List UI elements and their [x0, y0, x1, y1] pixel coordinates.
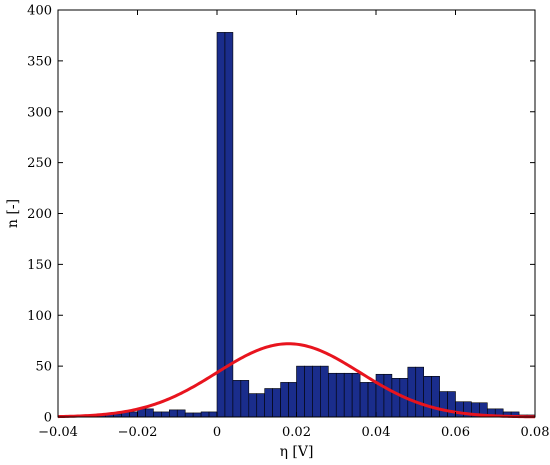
histogram-bar: [200, 411, 210, 418]
histogram-bar: [248, 393, 258, 418]
x-tick-label: 0.06: [441, 425, 470, 440]
histogram-bar: [327, 372, 337, 418]
histogram-bar: [455, 401, 464, 418]
x-tick-label: −0.04: [38, 425, 78, 440]
histogram-bar: [335, 372, 345, 418]
histogram-bar: [184, 412, 194, 418]
x-tick-label: 0.08: [521, 425, 550, 440]
histogram-bar: [280, 382, 289, 418]
histogram-bar: [145, 408, 154, 418]
histogram-bar: [439, 391, 448, 418]
histogram-bar: [272, 388, 281, 418]
y-axis-ticks: 0 50 100 150 200 250 300 350 400: [27, 4, 535, 426]
histogram-bar: [304, 365, 313, 418]
histogram-bar: [407, 366, 417, 418]
histogram-bar: [161, 411, 170, 418]
x-tick-label: −0.02: [118, 425, 158, 440]
y-tick-label: 50: [35, 360, 52, 375]
histogram-bar: [296, 365, 305, 418]
histogram-bar: [359, 382, 369, 418]
histogram-bar: [391, 378, 401, 418]
y-tick-label: 350: [27, 54, 52, 69]
plot-frame: [57, 9, 536, 418]
y-tick-label: 100: [27, 309, 52, 324]
histogram-bar: [192, 412, 202, 418]
histogram-bar: [312, 365, 321, 418]
histogram-bar: [320, 365, 329, 418]
histogram-bar: [224, 32, 234, 418]
histogram-bar: [240, 380, 250, 418]
bar-group: [57, 32, 536, 418]
histogram-bar: [208, 411, 218, 418]
histogram-bar: [256, 393, 265, 418]
histogram-bar: [169, 409, 178, 418]
histogram-bar: [129, 411, 138, 418]
histogram-bar: [216, 32, 226, 418]
histogram-bar: [415, 366, 424, 418]
histogram-bar: [367, 382, 377, 418]
histogram-bar: [232, 380, 242, 418]
histogram-bar: [153, 411, 162, 418]
histogram-bar: [383, 373, 393, 418]
y-tick-label: 250: [27, 156, 52, 171]
x-axis-ticks: −0.04 −0.02 0 0.02 0.04 0.06 0.08: [38, 10, 549, 440]
y-axis-label: n [-]: [5, 199, 21, 228]
y-tick-label: 150: [27, 258, 52, 273]
histogram-bar: [288, 382, 297, 418]
x-tick-label: 0.04: [362, 425, 391, 440]
y-tick-label: 400: [27, 4, 52, 19]
histogram-bar: [264, 388, 273, 418]
histogram-bar: [423, 375, 432, 418]
y-tick-label: 0: [44, 411, 52, 426]
histogram-bar: [343, 372, 353, 418]
histogram-bar: [375, 373, 385, 418]
y-tick-label: 300: [27, 105, 52, 120]
histogram-bar: [431, 375, 440, 418]
x-axis-label: η [V]: [280, 444, 314, 460]
y-tick-label: 200: [27, 207, 52, 222]
histogram-bar: [176, 409, 186, 418]
x-tick-label: 0: [213, 425, 221, 440]
x-tick-label: 0.02: [282, 425, 311, 440]
histogram-bar: [351, 372, 361, 418]
